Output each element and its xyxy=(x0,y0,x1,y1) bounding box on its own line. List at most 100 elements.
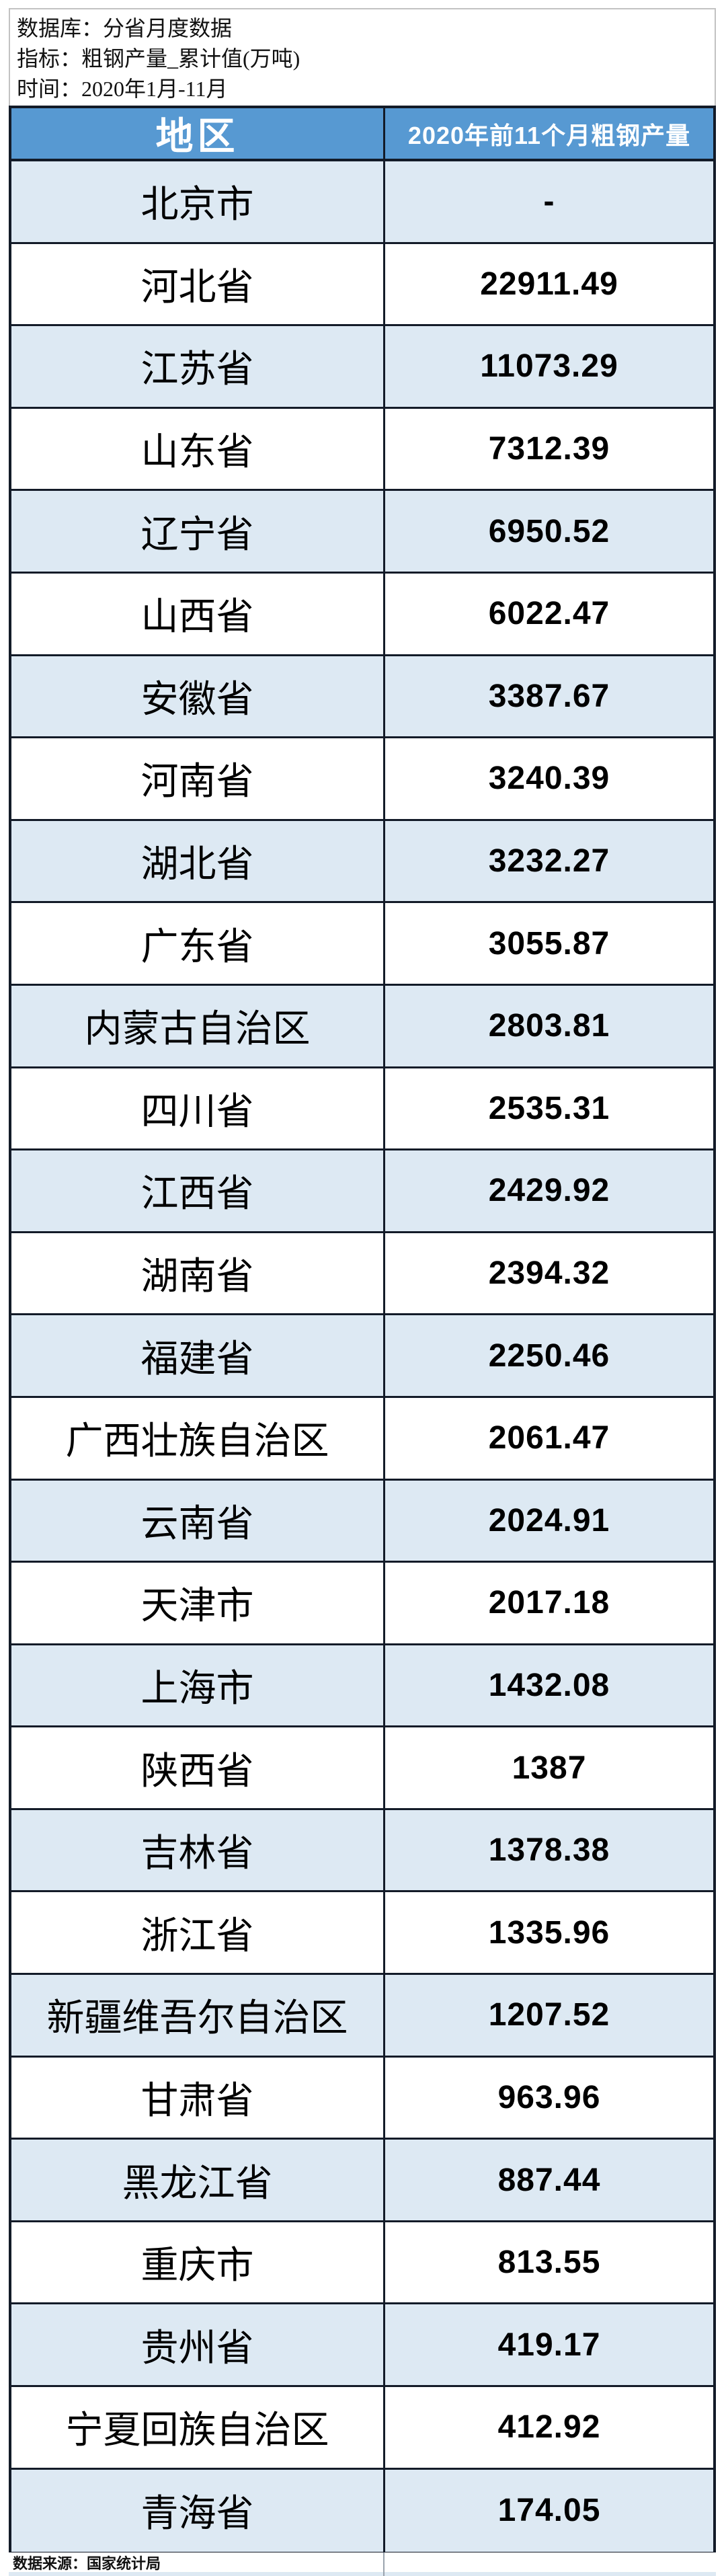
value-cell: 3387.67 xyxy=(488,678,610,714)
region-cell: 甘肃省 xyxy=(11,2057,385,2138)
region-cell: 陕西省 xyxy=(11,1727,385,1808)
table-row: 广东省 3055.87 xyxy=(11,903,713,986)
region-cell: 青海省 xyxy=(11,2469,385,2552)
region-cell: 四川省 xyxy=(11,1068,385,1149)
region-cell: 吉林省 xyxy=(11,1809,385,1891)
region-cell: 安徽省 xyxy=(11,656,385,737)
table-row: 浙江省 1335.96 xyxy=(11,1892,713,1976)
value-cell: 22911.49 xyxy=(480,266,618,302)
region-cell: 重庆市 xyxy=(11,2222,385,2303)
region-cell: 天津市 xyxy=(11,1563,385,1643)
value-cell: 6950.52 xyxy=(488,513,610,549)
region-cell: 上海市 xyxy=(11,1645,385,1726)
value-cell: 174.05 xyxy=(497,2493,601,2529)
region-cell: 河南省 xyxy=(11,738,385,819)
table-row: 江苏省 11073.29 xyxy=(11,326,713,409)
table-row: 吉林省 1378.38 xyxy=(11,1809,713,1893)
region-cell: 江苏省 xyxy=(11,326,385,407)
value-cell: 7312.39 xyxy=(488,431,610,467)
region-cell: 江西省 xyxy=(11,1150,385,1231)
info-line-indicator: 指标：粗钢产量_累计值(万吨) xyxy=(17,46,300,71)
table-row: 江西省 2429.92 xyxy=(11,1150,713,1233)
table-footer: 数据来源：国家统计局 xyxy=(9,2552,716,2576)
region-cell: 辽宁省 xyxy=(11,491,385,572)
region-column-header: 地区 xyxy=(11,108,385,159)
table-row: 宁夏回族自治区 412.92 xyxy=(11,2387,713,2470)
table-row: 云南省 2024.91 xyxy=(11,1480,713,1563)
value-cell: 2535.31 xyxy=(488,1090,610,1126)
value-cell: 2017.18 xyxy=(488,1585,610,1621)
region-cell: 山西省 xyxy=(11,573,385,654)
table-row: 广西壮族自治区 2061.47 xyxy=(11,1397,713,1481)
value-cell: 2024.91 xyxy=(488,1502,610,1538)
data-source-label: 数据来源：国家统计局 xyxy=(13,2554,161,2572)
table-row: 河北省 22911.49 xyxy=(11,243,713,327)
table-row: 青海省 174.05 xyxy=(11,2469,713,2552)
value-cell: 3240.39 xyxy=(488,760,610,797)
value-cell: 419.17 xyxy=(497,2327,601,2363)
region-cell: 云南省 xyxy=(11,1480,385,1561)
table-row: 新疆维吾尔自治区 1207.52 xyxy=(11,1975,713,2058)
value-cell: 887.44 xyxy=(497,2162,601,2198)
table-row: 黑龙江省 887.44 xyxy=(11,2140,713,2222)
table-row: 天津市 2017.18 xyxy=(11,1563,713,1645)
value-cell: 813.55 xyxy=(497,2245,601,2281)
table-row: 河南省 3240.39 xyxy=(11,738,713,821)
value-cell: 6022.47 xyxy=(488,596,610,632)
footer-row: 数据来源：国家统计局 xyxy=(9,2552,716,2572)
region-cell: 山东省 xyxy=(11,408,385,490)
region-cell: 黑龙江省 xyxy=(11,2140,385,2220)
bottom-strip xyxy=(9,2572,716,2576)
info-line-database: 数据库：分省月度数据 xyxy=(17,16,233,40)
table-row: 内蒙古自治区 2803.81 xyxy=(11,985,713,1068)
value-cell: 1207.52 xyxy=(488,1997,610,2033)
value-column-header: 2020年前11个月粗钢产量 xyxy=(407,121,691,149)
region-cell: 宁夏回族自治区 xyxy=(11,2387,385,2468)
info-box: 数据库：分省月度数据 指标：粗钢产量_累计值(万吨) 时间：2020年1月-11… xyxy=(9,8,716,106)
value-cell: 1432.08 xyxy=(488,1667,610,1703)
value-cell: 2061.47 xyxy=(488,1420,610,1456)
value-cell: 963.96 xyxy=(497,2079,601,2115)
value-cell: 11073.29 xyxy=(480,348,618,385)
value-cell: - xyxy=(543,184,555,220)
table-row: 安徽省 3387.67 xyxy=(11,656,713,739)
value-cell: 1387 xyxy=(512,1750,587,1786)
region-cell: 广西壮族自治区 xyxy=(11,1397,385,1479)
region-cell: 浙江省 xyxy=(11,1892,385,1974)
value-cell: 412.92 xyxy=(497,2409,601,2446)
info-line-time: 时间：2020年1月-11月 xyxy=(17,77,228,101)
value-cell: 2429.92 xyxy=(488,1173,610,1209)
table-row: 湖南省 2394.32 xyxy=(11,1233,713,1316)
table-row: 上海市 1432.08 xyxy=(11,1645,713,1728)
table-row: 湖北省 3232.27 xyxy=(11,820,713,904)
value-cell: 2803.81 xyxy=(488,1008,610,1044)
table-row: 四川省 2535.31 xyxy=(11,1068,713,1151)
region-cell: 湖北省 xyxy=(11,820,385,902)
table-row: 山东省 7312.39 xyxy=(11,408,713,492)
table-row: 陕西省 1387 xyxy=(11,1727,713,1810)
footer-column-divider xyxy=(383,2552,385,2576)
table-row: 辽宁省 6950.52 xyxy=(11,491,713,574)
value-cell: 2250.46 xyxy=(488,1337,610,1374)
table-row: 重庆市 813.55 xyxy=(11,2222,713,2305)
value-cell: 1378.38 xyxy=(488,1832,610,1869)
region-cell: 福建省 xyxy=(11,1315,385,1396)
data-table: 地区 2020年前11个月粗钢产量 北京市 - 河北省 22911.49 江苏省 1107… xyxy=(9,106,716,2555)
table-row: 北京市 - xyxy=(11,161,713,244)
region-cell: 贵州省 xyxy=(11,2304,385,2386)
table-row: 贵州省 419.17 xyxy=(11,2304,713,2388)
region-cell: 河北省 xyxy=(11,243,385,325)
table-body: 北京市 - 河北省 22911.49 江苏省 11073.29 山东省 7312.39 辽宁省 6… xyxy=(11,161,713,2552)
region-cell: 广东省 xyxy=(11,903,385,984)
value-cell: 3055.87 xyxy=(488,925,610,962)
region-cell: 内蒙古自治区 xyxy=(11,985,385,1066)
region-cell: 北京市 xyxy=(11,161,385,242)
table-header-row: 地区 2020年前11个月粗钢产量 xyxy=(11,108,713,161)
table-row: 山西省 6022.47 xyxy=(11,573,713,656)
value-cell: 3232.27 xyxy=(488,843,610,880)
value-cell: 2394.32 xyxy=(488,1255,610,1292)
region-cell: 新疆维吾尔自治区 xyxy=(11,1975,385,2056)
table-row: 福建省 2250.46 xyxy=(11,1315,713,1398)
table-row: 甘肃省 963.96 xyxy=(11,2057,713,2140)
